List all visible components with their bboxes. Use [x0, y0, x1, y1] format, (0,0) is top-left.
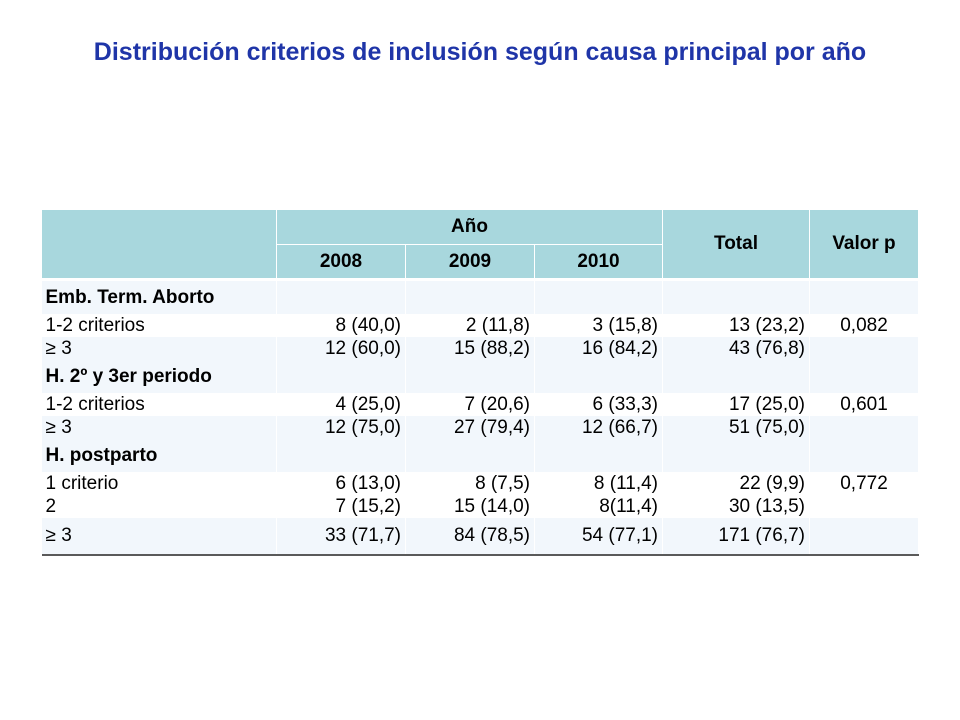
cell-pvalue: [809, 337, 919, 360]
cell-2008: 8 (40,0): [276, 314, 406, 337]
cell-2009: 84 (78,5): [405, 518, 535, 556]
row-label: 2: [41, 495, 277, 518]
table-row: 1 criterio 6 (13,0) 8 (7,5) 8 (11,4) 22 …: [41, 472, 919, 495]
cell-2008: 6 (13,0): [276, 472, 406, 495]
cell-2009: 15 (14,0): [405, 495, 535, 518]
cell-2008: 33 (71,7): [276, 518, 406, 556]
header-row-top: Año Total Valor p: [41, 209, 919, 280]
cell-pvalue: 0,601: [809, 393, 919, 416]
cell-2009: 15 (88,2): [405, 337, 535, 360]
cell-2010: 6 (33,3): [534, 393, 663, 416]
section-header-row: Emb. Term. Aborto: [41, 278, 919, 314]
header-year-2009: 2009: [405, 244, 535, 280]
cell-2008: 7 (15,2): [276, 495, 406, 518]
table-row: ≥ 3 12 (60,0) 15 (88,2) 16 (84,2) 43 (76…: [41, 337, 919, 360]
cell-total: 13 (23,2): [662, 314, 810, 337]
cell-pvalue: [809, 518, 919, 556]
cell-total: 43 (76,8): [662, 337, 810, 360]
cell-pvalue: [809, 495, 919, 518]
header-year-2010: 2010: [534, 244, 663, 280]
table-row: 2 7 (15,2) 15 (14,0) 8(11,4) 30 (13,5): [41, 495, 919, 518]
row-label: ≥ 3: [41, 337, 277, 360]
cell-total: 171 (76,7): [662, 518, 810, 556]
cell-2010: 3 (15,8): [534, 314, 663, 337]
row-label: 1-2 criterios: [41, 393, 277, 416]
cell-total: 30 (13,5): [662, 495, 810, 518]
cell-total: 22 (9,9): [662, 472, 810, 495]
cell-2009: 8 (7,5): [405, 472, 535, 495]
row-label: ≥ 3: [41, 518, 277, 556]
cell-pvalue: [809, 416, 919, 439]
cell-2008: 12 (60,0): [276, 337, 406, 360]
table-row: 1-2 criterios 4 (25,0) 7 (20,6) 6 (33,3)…: [41, 393, 919, 416]
row-label: 1-2 criterios: [41, 314, 277, 337]
cell-2009: 27 (79,4): [405, 416, 535, 439]
cell-total: 51 (75,0): [662, 416, 810, 439]
row-label: ≥ 3: [41, 416, 277, 439]
cell-2010: 16 (84,2): [534, 337, 663, 360]
cell-2008: 12 (75,0): [276, 416, 406, 439]
cell-total: 17 (25,0): [662, 393, 810, 416]
page-title: Distribución criterios de inclusión segú…: [93, 38, 867, 66]
header-total: Total: [662, 209, 810, 280]
table-body: Emb. Term. Aborto 1-2 criterios 8 (40,0)…: [41, 278, 919, 556]
cell-2010: 54 (77,1): [534, 518, 663, 556]
cell-pvalue: 0,082: [809, 314, 919, 337]
cell-2010: 8 (11,4): [534, 472, 663, 495]
data-table: Año Total Valor p 2008 2009 2010 Emb. Te…: [41, 209, 919, 556]
cell-2010: 12 (66,7): [534, 416, 663, 439]
section-label: H. postparto: [41, 439, 277, 472]
row-label: 1 criterio: [41, 472, 277, 495]
cell-2010: 8(11,4): [534, 495, 663, 518]
cell-2008: 4 (25,0): [276, 393, 406, 416]
section-label: Emb. Term. Aborto: [41, 278, 277, 314]
cell-2009: 2 (11,8): [405, 314, 535, 337]
header-year-2008: 2008: [276, 244, 406, 280]
header-empty-cell: [41, 209, 277, 280]
cell-2009: 7 (20,6): [405, 393, 535, 416]
table-row: ≥ 3 12 (75,0) 27 (79,4) 12 (66,7) 51 (75…: [41, 416, 919, 439]
cell-pvalue: 0,772: [809, 472, 919, 495]
header-pvalue: Valor p: [809, 209, 919, 280]
section-header-row: H. 2º y 3er periodo: [41, 360, 919, 393]
section-label: H. 2º y 3er periodo: [41, 360, 277, 393]
header-year-group: Año: [276, 209, 663, 245]
section-header-row: H. postparto: [41, 439, 919, 472]
table-row: 1-2 criterios 8 (40,0) 2 (11,8) 3 (15,8)…: [41, 314, 919, 337]
table-row: ≥ 3 33 (71,7) 84 (78,5) 54 (77,1) 171 (7…: [41, 518, 919, 556]
